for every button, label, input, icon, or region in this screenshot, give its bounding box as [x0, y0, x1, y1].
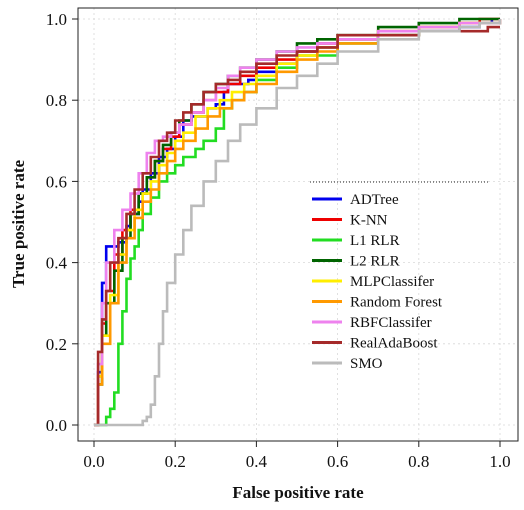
y-tick-label: 0.4 [46, 254, 68, 273]
legend-entry-label: K-NN [350, 213, 388, 229]
legend-entry-label: MLPClassifer [350, 274, 434, 290]
x-tick-label: 0.4 [246, 452, 268, 471]
axis-ticks: 0.0 0.0 0.2 0.2 0.4 0.4 0.6 0.6 0.8 0.8 1.0 1.0 [46, 10, 511, 471]
y-tick-label: 0.2 [46, 335, 67, 354]
plot-frame [77, 7, 519, 442]
series-line-realadaboost [94, 25, 500, 427]
x-tick-label: 0.2 [165, 452, 186, 471]
x-tick-label: 0.0 [83, 452, 104, 471]
y-tick-label: 0.8 [46, 91, 67, 110]
series-line-smo [94, 19, 502, 427]
y-tick-label: 1.0 [46, 10, 67, 29]
legend-entry-label: RBFClassifer [350, 315, 432, 331]
legend-entry-label: Random Forest [350, 295, 443, 311]
legend: ADTree K-NN L1 RLR L2 RLR MLPClassifer Random… [312, 192, 443, 372]
y-axis-title: True positive rate [9, 160, 28, 289]
x-tick-label: 0.8 [408, 452, 429, 471]
series-line-random-forest [94, 19, 502, 427]
x-axis-title: False positive rate [232, 483, 364, 502]
y-tick-label: 0.0 [46, 416, 67, 435]
legend-entry-label: SMO [350, 356, 383, 372]
legend-entry-label: ADTree [350, 192, 399, 208]
x-tick-label: 1.0 [489, 452, 510, 471]
legend-entry-label: L1 RLR [350, 233, 400, 249]
legend-entry-label: RealAdaBoost [350, 336, 438, 352]
gridlines [78, 8, 518, 441]
series-line-adtree [94, 19, 494, 427]
series-lines [94, 17, 502, 427]
legend-entry-label: L2 RLR [350, 254, 400, 270]
x-tick-label: 0.6 [327, 452, 348, 471]
y-tick-label: 0.6 [46, 172, 67, 191]
